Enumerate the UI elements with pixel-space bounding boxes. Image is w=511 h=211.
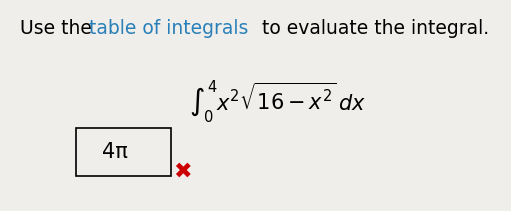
Text: ✖: ✖: [173, 162, 192, 181]
Text: Use the: Use the: [20, 19, 98, 38]
Text: $\int_0^{4} x^2\sqrt{16 - x^2}\, dx$: $\int_0^{4} x^2\sqrt{16 - x^2}\, dx$: [189, 78, 366, 125]
Text: table of integrals: table of integrals: [89, 19, 249, 38]
Text: 4π: 4π: [102, 142, 128, 162]
Text: to evaluate the integral.: to evaluate the integral.: [256, 19, 489, 38]
FancyBboxPatch shape: [76, 128, 171, 176]
